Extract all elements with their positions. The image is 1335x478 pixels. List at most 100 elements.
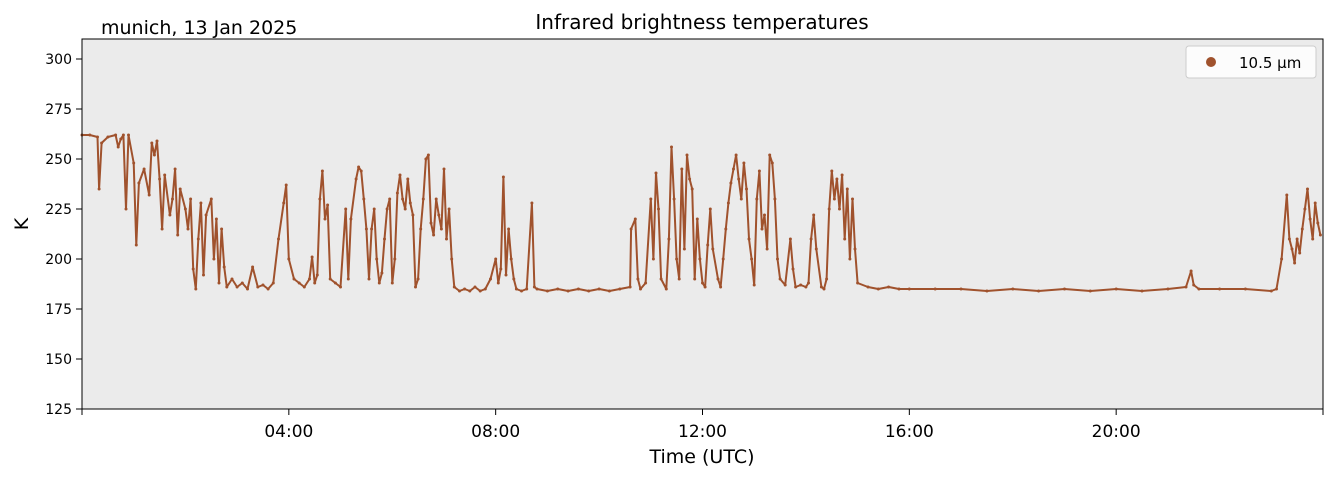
data-point (755, 197, 759, 201)
data-point (838, 207, 841, 211)
data-point (225, 285, 229, 289)
data-point (556, 287, 560, 291)
data-point (737, 177, 741, 181)
data-point (1298, 251, 1302, 255)
data-point (320, 169, 324, 173)
data-point (667, 237, 671, 241)
data-point (933, 287, 937, 291)
data-point (809, 237, 813, 241)
data-point (698, 257, 702, 261)
data-point (171, 197, 174, 201)
data-point (729, 181, 733, 185)
data-point (370, 227, 374, 231)
data-point (377, 281, 381, 285)
data-point (693, 277, 697, 281)
data-point (214, 217, 218, 221)
data-point (196, 237, 200, 241)
data-point (827, 207, 831, 211)
data-point (773, 197, 777, 201)
data-point (421, 197, 425, 201)
x-tick-label-1600: 16:00 (885, 422, 934, 442)
plot-area-background (82, 39, 1323, 409)
data-point (832, 197, 836, 201)
data-point (1280, 257, 1284, 261)
data-point (835, 177, 839, 181)
data-point (822, 287, 826, 291)
data-point (287, 257, 291, 261)
data-point (535, 287, 539, 291)
data-point (1295, 237, 1299, 241)
data-point (843, 237, 847, 241)
series-trace (82, 134, 1322, 292)
data-point (726, 201, 730, 205)
data-point (732, 167, 735, 171)
data-point (450, 257, 454, 261)
data-point (150, 141, 154, 145)
data-point (545, 289, 549, 293)
data-point (292, 277, 296, 281)
data-point (851, 197, 854, 201)
data-point (277, 237, 280, 241)
data-point (202, 273, 205, 277)
data-point (452, 285, 456, 289)
data-point (1011, 287, 1015, 291)
data-point (124, 207, 128, 211)
data-point (339, 285, 342, 289)
y-axis: 125 150 175 200 225 250 275 300 (45, 52, 82, 418)
data-point (680, 167, 684, 171)
y-tick-label-225: 225 (45, 202, 72, 218)
y-tick-label-175: 175 (45, 302, 72, 318)
data-point (308, 277, 311, 281)
y-tick-label-275: 275 (45, 102, 72, 118)
data-point (507, 227, 511, 231)
data-point (750, 257, 754, 261)
data-point (708, 207, 712, 211)
data-point (191, 267, 195, 271)
data-point (463, 287, 467, 291)
data-point (240, 281, 244, 285)
data-point (682, 247, 686, 251)
data-point (695, 217, 699, 221)
data-point (380, 271, 384, 275)
data-point (494, 257, 498, 261)
data-point (212, 257, 216, 261)
data-point (866, 285, 870, 289)
data-point (783, 283, 787, 287)
data-point (776, 257, 779, 261)
data-point (566, 289, 570, 293)
data-point (297, 281, 301, 285)
data-point (1243, 287, 1247, 291)
data-point (390, 281, 394, 285)
data-point (763, 213, 766, 217)
data-point (375, 257, 379, 261)
chart-title: Infrared brightness temperatures (535, 10, 868, 34)
y-tick-label-150: 150 (45, 352, 72, 368)
data-point (501, 175, 505, 179)
data-point (690, 187, 694, 191)
data-point (716, 277, 720, 281)
data-point (1303, 207, 1307, 211)
data-point (458, 289, 461, 293)
data-point (437, 213, 441, 217)
x-tick-label-0400: 04:00 (264, 422, 313, 442)
data-point (1037, 289, 1041, 293)
data-point (155, 139, 159, 143)
data-point (398, 173, 402, 177)
legend-box (1185, 45, 1317, 79)
data-point (100, 141, 104, 145)
data-point (1140, 289, 1144, 293)
data-point (677, 277, 681, 281)
data-point (176, 233, 180, 237)
data-point (706, 243, 710, 247)
data-point (393, 257, 397, 261)
data-point (701, 281, 704, 285)
data-point (199, 201, 203, 205)
x-tick-label-0800: 08:00 (471, 422, 520, 442)
data-point (959, 287, 963, 291)
data-point (416, 277, 420, 281)
data-point (194, 287, 198, 291)
data-point (349, 217, 353, 221)
legend-label: 10.5 µm (1239, 54, 1301, 72)
data-point (907, 287, 911, 291)
